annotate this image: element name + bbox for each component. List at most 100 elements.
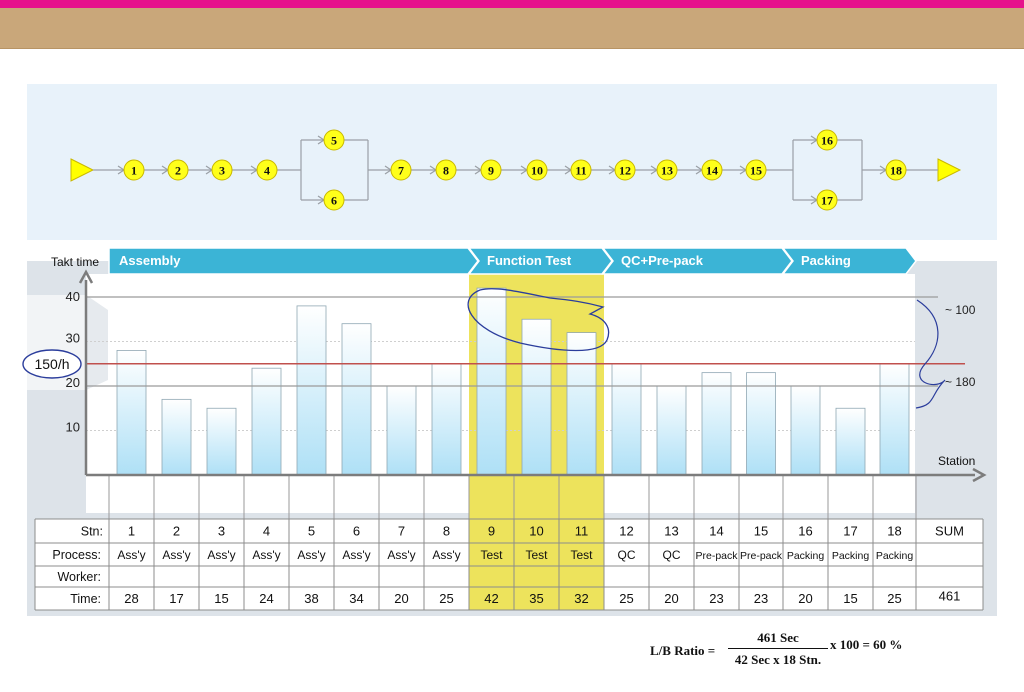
flow-node-label-6: 6 — [331, 194, 337, 208]
bottleneck-annotation-ellipse — [467, 288, 610, 352]
table-cell-process: Test — [525, 548, 548, 562]
table-cell-station: 7 — [398, 524, 405, 539]
bar-station-1 — [116, 349, 147, 476]
table-cell-station: 17 — [843, 524, 857, 539]
table-cell-station: 8 — [443, 524, 450, 539]
flow-node-label-8: 8 — [443, 164, 449, 178]
y-tick-label-30: 30 — [66, 331, 80, 346]
table-cell-time: 24 — [259, 591, 273, 606]
bar-station-6 — [341, 323, 372, 476]
bar-station-2 — [161, 398, 192, 476]
x-axis-arrow-icon — [972, 467, 987, 483]
table-cell-process: Packing — [876, 550, 914, 562]
flow-node-5 — [323, 129, 345, 151]
table-cell-process: Ass'y — [297, 548, 325, 562]
table-cell-station: 13 — [664, 524, 678, 539]
table-cell-process: Ass'y — [252, 548, 280, 562]
table-cell-time: 34 — [349, 591, 363, 606]
table-cell-station: 2 — [173, 524, 180, 539]
table-cell-process: Test — [480, 548, 503, 562]
y-axis-arrow-icon — [78, 269, 94, 284]
process-flow-panel: 1 2 3 4 5 6 7 8 9 10 11 12 13 14 15 16 17 18 — [27, 84, 997, 240]
flow-node-2 — [167, 159, 189, 181]
flow-node-label-17: 17 — [821, 194, 833, 208]
table-cell-time: 20 — [664, 591, 678, 606]
flow-node-1 — [123, 159, 145, 181]
phase-banner-0 — [108, 247, 479, 275]
table-cell-process: Ass'y — [432, 548, 460, 562]
table-cell-station: 12 — [619, 524, 633, 539]
formula-fraction-bar — [728, 648, 828, 649]
bar-station-9 — [476, 287, 507, 476]
flow-node-label-7: 7 — [398, 164, 404, 178]
bar-station-3 — [206, 407, 237, 476]
start-triangle-icon — [70, 158, 95, 182]
flow-node-label-12: 12 — [619, 164, 631, 178]
table-cell-time: 38 — [304, 591, 318, 606]
bar-station-12 — [611, 363, 642, 476]
flow-node-label-16: 16 — [821, 134, 833, 148]
table-cell-time: 42 — [484, 591, 498, 606]
table-cell-process: Packing — [832, 550, 870, 562]
bar-station-14 — [701, 372, 732, 476]
flow-node-label-10: 10 — [531, 164, 543, 178]
table-cell-station: 18 — [887, 524, 901, 539]
phase-label-0: Assembly — [119, 253, 181, 268]
rate-ellipse — [22, 349, 82, 379]
table-cell-process: Ass'y — [387, 548, 415, 562]
flow-node-label-4: 4 — [264, 164, 270, 178]
flow-node-4 — [256, 159, 278, 181]
flow-node-label-11: 11 — [575, 164, 586, 178]
bar-station-10 — [521, 318, 552, 476]
bar-station-13 — [656, 385, 687, 476]
table-cell-time: 35 — [529, 591, 543, 606]
phase-label-2: QC+Pre-pack — [621, 253, 704, 268]
table-cell-station: 15 — [754, 524, 768, 539]
phase-banner-3 — [781, 247, 917, 275]
table-cell-time: 32 — [574, 591, 588, 606]
flow-node-label-14: 14 — [706, 164, 718, 178]
table-cell-process: Test — [570, 548, 593, 562]
flow-node-12 — [614, 159, 636, 181]
table-sum-value: 461 — [939, 589, 961, 604]
table-row-header-0: Stn: — [81, 525, 103, 539]
flow-node-label-18: 18 — [890, 164, 902, 178]
table-cell-time: 23 — [709, 591, 723, 606]
phase-label-3: Packing — [801, 253, 851, 268]
table-cell-time: 15 — [214, 591, 228, 606]
table-cell-time: 20 — [798, 591, 812, 606]
table-cell-process: QC — [663, 548, 681, 562]
flow-node-label-13: 13 — [661, 164, 673, 178]
table-cell-process: Ass'y — [117, 548, 145, 562]
flow-node-17 — [816, 189, 838, 211]
y-tick-label-40: 40 — [66, 289, 80, 304]
table-cell-station: 4 — [263, 524, 270, 539]
table-cell-station: 9 — [488, 524, 495, 539]
table-row-header-1: Process: — [52, 548, 101, 562]
bar-station-16 — [790, 385, 821, 476]
flow-node-3 — [211, 159, 233, 181]
table-cell-station: 10 — [529, 524, 543, 539]
table-cell-station: 6 — [353, 524, 360, 539]
table-cell-process: Ass'y — [342, 548, 370, 562]
bar-station-17 — [835, 407, 866, 476]
table-cell-process: Ass'y — [207, 548, 235, 562]
rate-pointer-shape — [86, 295, 108, 390]
rate-label: 150/h — [34, 356, 69, 372]
phase-label-1: Function Test — [487, 253, 572, 268]
table-cell-station: 14 — [709, 524, 723, 539]
table-cell-time: 25 — [619, 591, 633, 606]
table-cell-process: Ass'y — [162, 548, 190, 562]
bar-station-15 — [746, 372, 776, 476]
table-cell-time: 25 — [439, 591, 453, 606]
reference-brace-curve — [915, 299, 946, 409]
table-highlight — [469, 519, 604, 610]
reference-label-2: ~ 180 — [945, 375, 976, 389]
formula-numerator: 461 Sec — [757, 630, 799, 645]
flow-node-label-5: 5 — [331, 134, 337, 148]
table-cell-time: 28 — [124, 591, 138, 606]
table-row-header-3: Time: — [70, 592, 101, 606]
table-cell-station: 11 — [575, 524, 589, 539]
table-cell-time: 23 — [754, 591, 768, 606]
y-axis-title: Takt time — [51, 255, 99, 269]
